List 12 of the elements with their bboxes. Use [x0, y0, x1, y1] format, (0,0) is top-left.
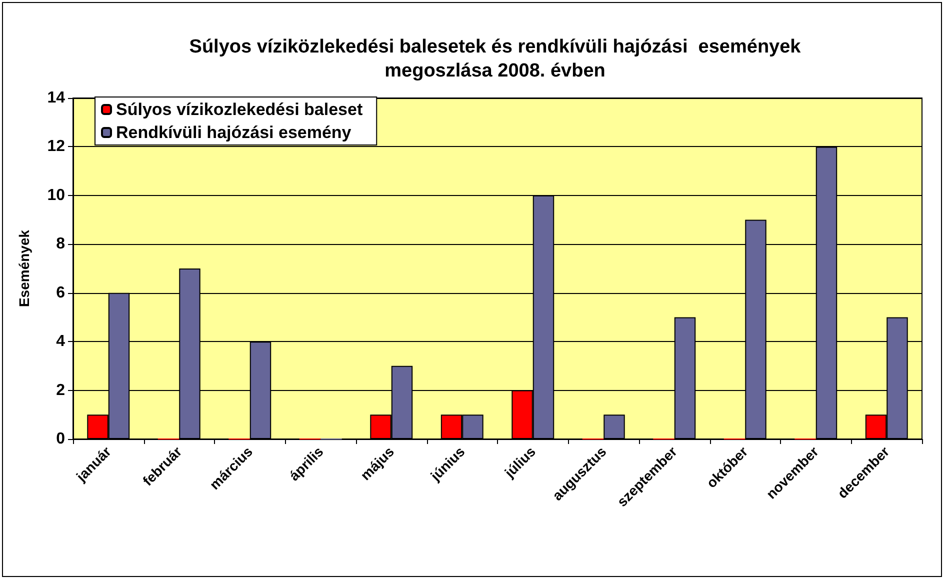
y-tick-label: 10 [47, 186, 66, 204]
y-tick-label: 6 [56, 284, 66, 302]
y-tick-label: 2 [56, 382, 66, 399]
y-axis-title: Események [16, 230, 32, 308]
chart-title: Súlyos víziközlekedési balesetek és rendkívüli hajózási események megoszlása 2008. évben [189, 36, 802, 82]
y-tick-label: 0 [56, 430, 66, 448]
y-tick-label: 14 [47, 90, 66, 106]
y-tick-label: 4 [56, 333, 66, 350]
legend-label: Rendkívüli hajózási esemény [116, 123, 352, 142]
y-tick-label: 12 [47, 138, 66, 156]
legend-label: Súlyos vízikozlekedési baleset [116, 100, 363, 119]
y-tick-label: 8 [56, 236, 66, 253]
